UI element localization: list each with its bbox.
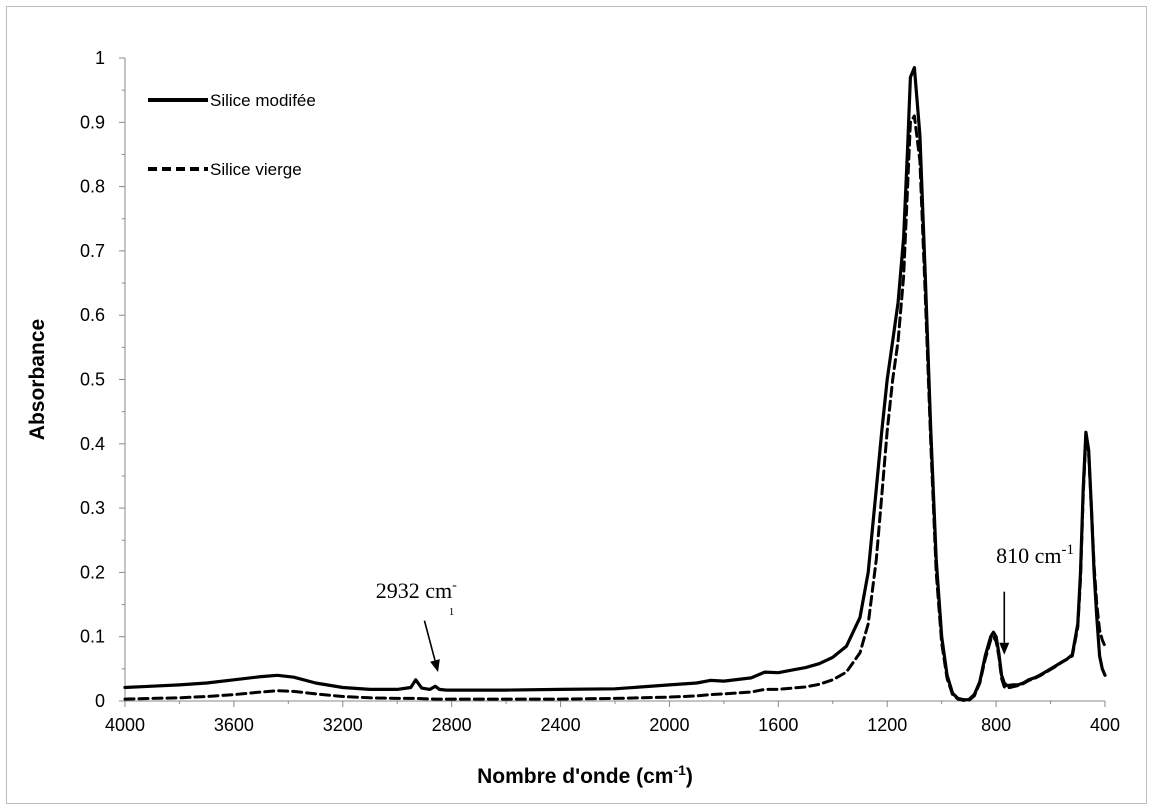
axes xyxy=(124,58,1105,702)
y-tick-label: 1 xyxy=(95,48,105,68)
y-tick-label: 0.1 xyxy=(80,627,105,647)
y-tick-label: 0.4 xyxy=(80,434,105,454)
annotation-label-2932-main: 2932 cm xyxy=(376,578,452,603)
x-tick-label: 4000 xyxy=(105,715,145,735)
x-tick-label: 400 xyxy=(1090,715,1120,735)
y-tick-label: 0.7 xyxy=(80,241,105,261)
x-tick-label: 1600 xyxy=(758,715,798,735)
y-ticks: 0 0.1 0.2 0.3 0.4 0.5 0.6 0.7 0.8 0.9 1 xyxy=(80,48,125,711)
x-tick-label: 2000 xyxy=(649,715,689,735)
y-tick-label: 0.5 xyxy=(80,370,105,390)
annotation-label-810-sup: -1 xyxy=(1062,542,1075,558)
y-tick-label: 0.9 xyxy=(80,112,105,132)
series-layer xyxy=(123,66,1107,702)
legend-label-silice-modifee: Silice modifée xyxy=(210,91,316,110)
y-tick-label: 0.8 xyxy=(80,177,105,197)
annotation-label-2932-sub: 1 xyxy=(449,606,455,618)
x-tick-label: 3200 xyxy=(323,715,363,735)
annotation-label-810-main: 810 cm xyxy=(996,543,1061,568)
y-tick-label: 0 xyxy=(95,691,105,711)
legend: Silice modifée Silice vierge xyxy=(148,91,316,179)
legend-label-silice-vierge: Silice vierge xyxy=(210,160,302,179)
chart-frame xyxy=(6,6,1147,804)
annotation-arrowhead-810 xyxy=(999,642,1010,655)
x-tick-label: 1200 xyxy=(867,715,907,735)
x-tick-label: 3600 xyxy=(214,715,254,735)
x-axis-title-main: Nombre d'onde (cm xyxy=(477,765,673,788)
x-axis-title: Nombre d'onde (cm-1) xyxy=(477,762,693,788)
x-tick-label: 2800 xyxy=(432,715,472,735)
series-line-silice-vierge xyxy=(123,114,1107,702)
annotation-arrowhead-2932 xyxy=(430,659,440,673)
annotation-arrow-2932 xyxy=(423,620,436,661)
y-axis-title: Absorbance xyxy=(26,319,49,440)
y-tick-label: 0.3 xyxy=(80,498,105,518)
annotation-2932: 2932 cm- 1 xyxy=(376,578,457,673)
annotation-label-2932-sup: - xyxy=(452,578,457,593)
annotation-label-810: 810 cm-1 xyxy=(996,542,1074,568)
annotation-label-2932: 2932 cm- 1 xyxy=(376,578,457,618)
y-tick-label: 0.2 xyxy=(80,562,105,582)
x-tick-label: 800 xyxy=(981,715,1011,735)
x-ticks: 4000 3600 3200 2800 2400 2000 1600 1200 800 400 xyxy=(105,701,1120,735)
x-axis-title-end: ) xyxy=(686,765,693,788)
x-tick-label: 2400 xyxy=(541,715,581,735)
x-axis-title-sup: -1 xyxy=(673,762,686,778)
y-tick-label: 0.6 xyxy=(80,305,105,325)
annotation-810: 810 cm-1 xyxy=(996,542,1074,655)
